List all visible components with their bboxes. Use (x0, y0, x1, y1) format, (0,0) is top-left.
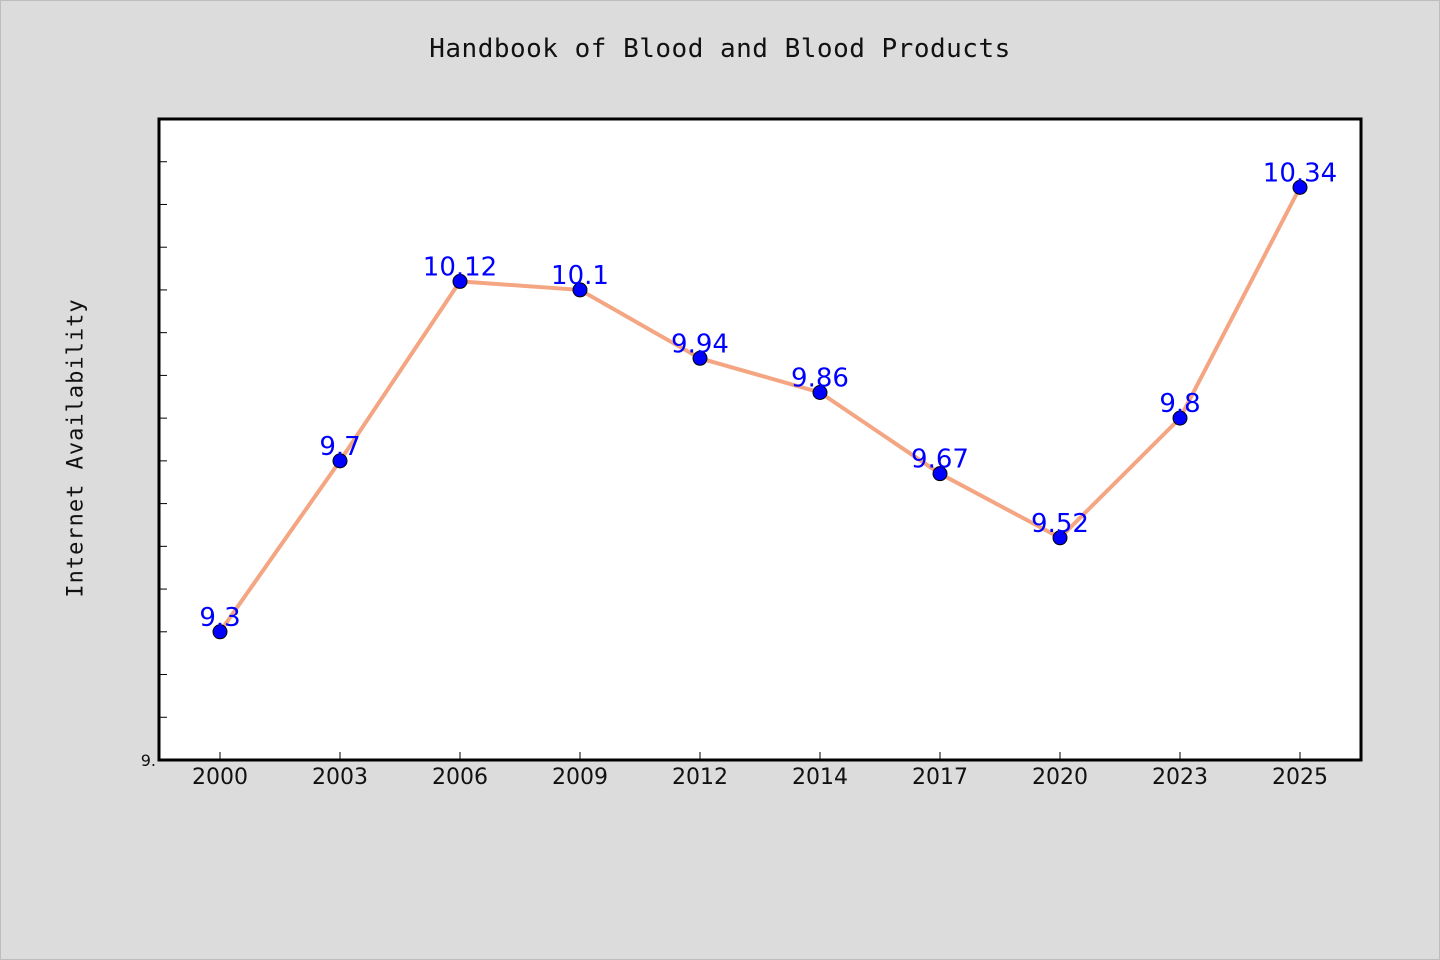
data-label: 9.67 (911, 445, 969, 475)
data-point (212, 624, 228, 640)
data-label: 9.86 (791, 363, 849, 393)
data-label: 9.8 (1159, 389, 1200, 419)
data-point (572, 282, 588, 298)
data-point (692, 350, 708, 366)
x-axis-ticks: 2000 2003 2006 2009 2012 2014 2017 2020 2023 2025 (192, 752, 1328, 790)
data-point (1052, 530, 1068, 546)
data-label: 10.12 (423, 252, 497, 282)
data-label: 9.7 (319, 432, 360, 462)
series-line (218, 185, 1302, 634)
x-tick-label: 2006 (432, 765, 488, 790)
x-tick-label: 2014 (792, 765, 848, 790)
x-tick-label: 2023 (1152, 765, 1208, 790)
data-point (452, 273, 468, 289)
series-layer (212, 179, 1308, 640)
y-tick-label: 9. (141, 751, 156, 770)
chart-title: Handbook of Blood and Blood Products (429, 34, 1011, 64)
data-point (812, 384, 828, 400)
x-tick-label: 2012 (672, 765, 728, 790)
data-label: 10.1 (551, 261, 609, 291)
x-tick-label: 2020 (1032, 765, 1088, 790)
data-point (932, 466, 948, 482)
x-tick-label: 2003 (312, 765, 368, 790)
x-tick-label: 2017 (912, 765, 968, 790)
data-labels-layer: 9.3 9.7 10.12 10.1 9.94 9.86 9.67 9.52 9.8 10.34 (199, 158, 1337, 632)
data-label: 9.3 (199, 603, 240, 633)
data-label: 9.94 (671, 329, 729, 359)
data-label: 10.34 (1263, 158, 1337, 188)
data-point (1172, 410, 1188, 426)
x-tick-label: 2025 (1272, 765, 1328, 790)
y-axis-ticks: 9. (141, 161, 167, 770)
x-tick-label: 2009 (552, 765, 608, 790)
x-tick-label: 2000 (192, 765, 248, 790)
data-point (332, 453, 348, 469)
data-label: 9.52 (1031, 509, 1089, 539)
data-point (1292, 179, 1308, 195)
